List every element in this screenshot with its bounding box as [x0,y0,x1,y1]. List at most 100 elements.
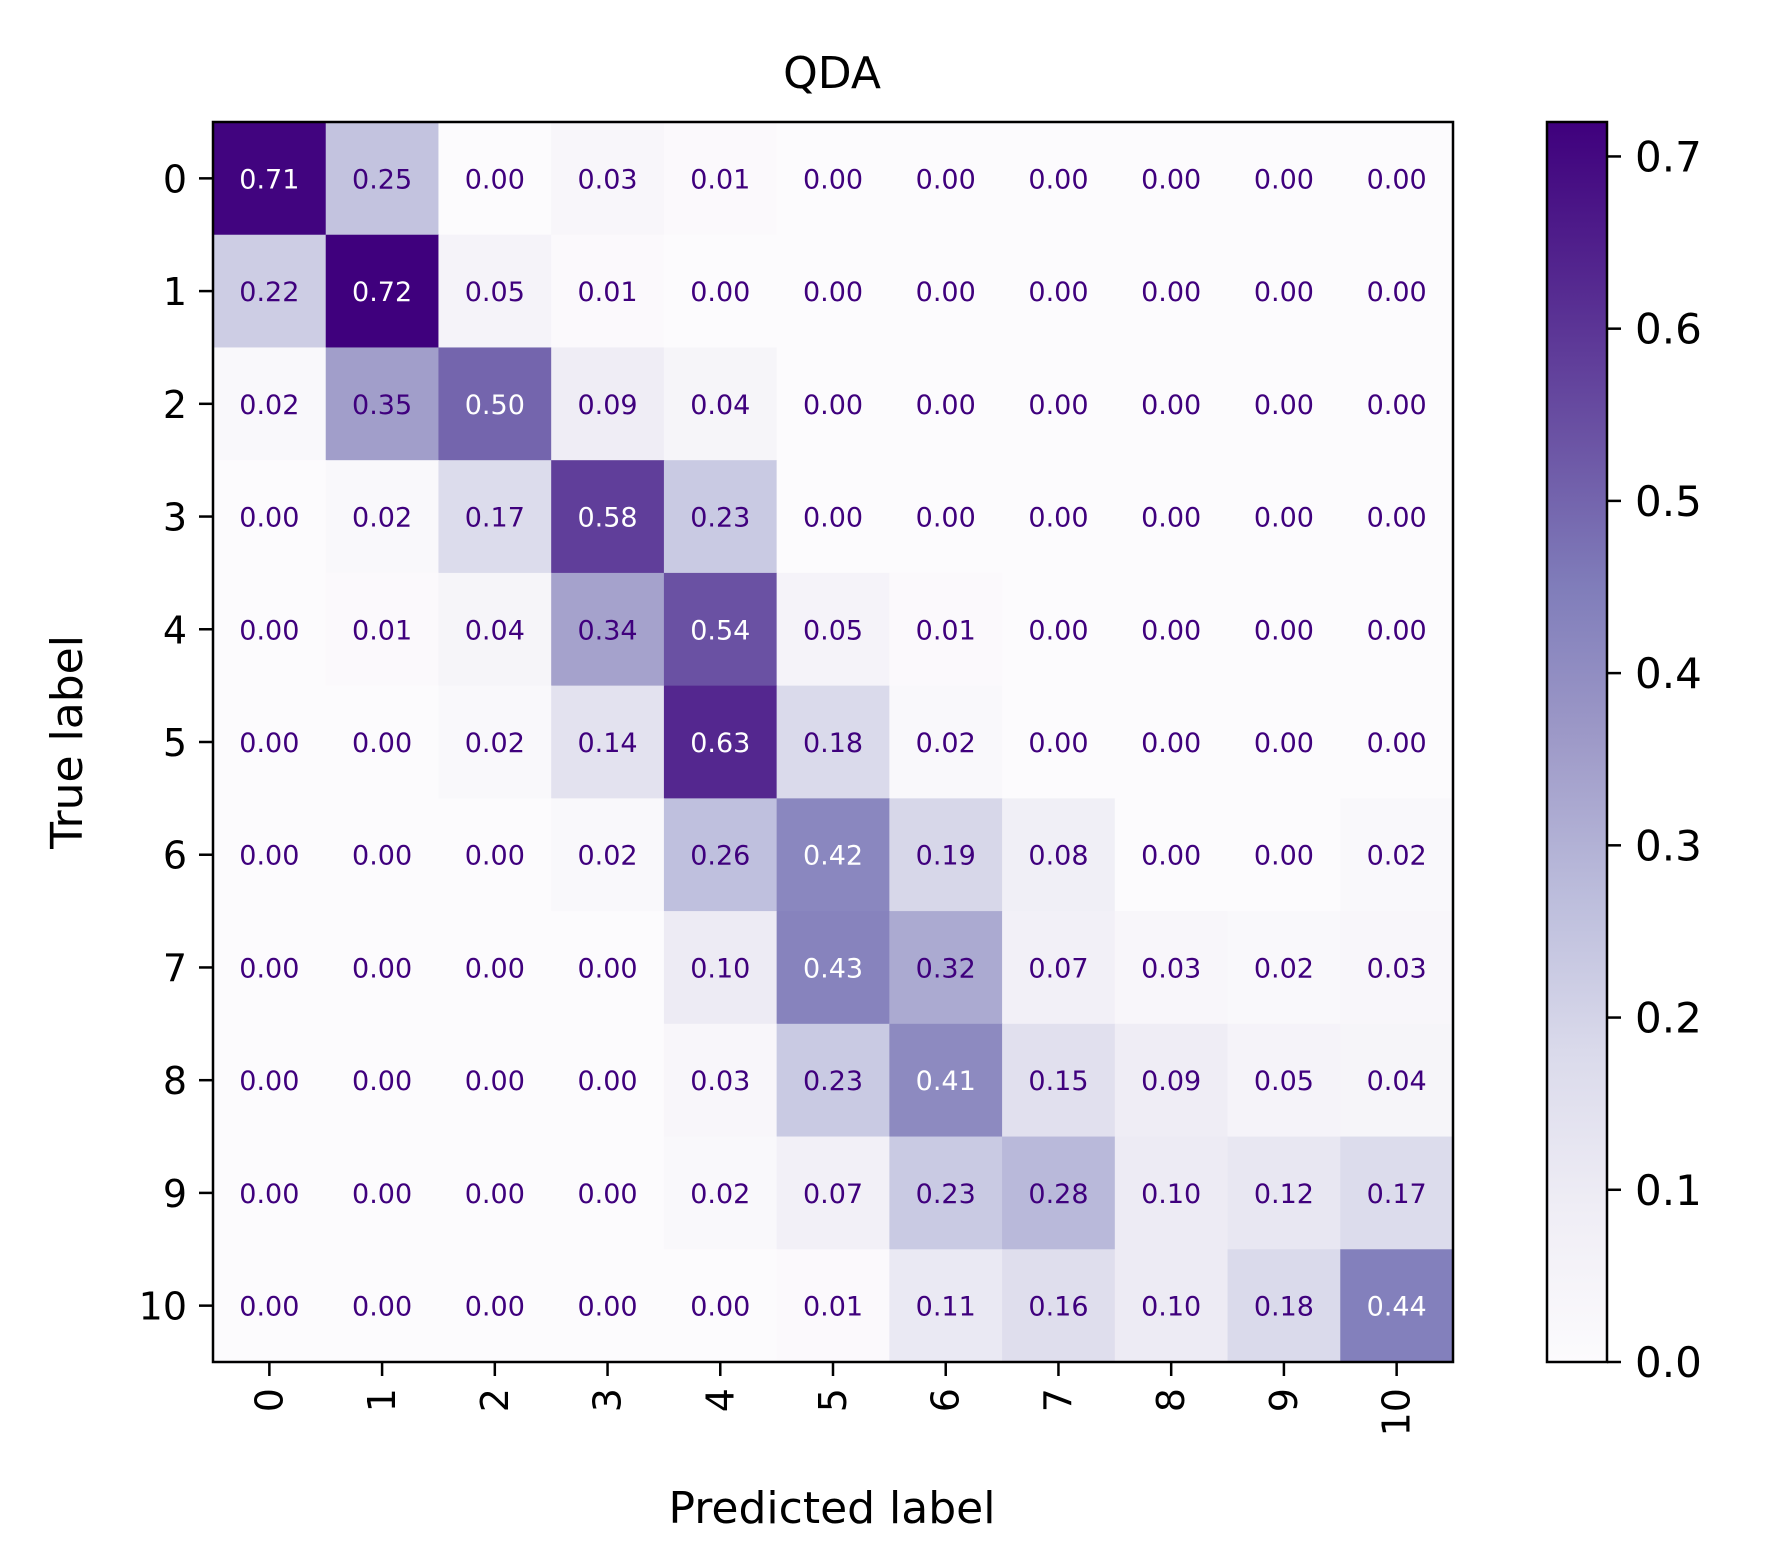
colorbar-tick-label: 0.0 [1635,1338,1702,1387]
cell-value-label: 0.00 [352,728,412,759]
cell-value-label: 0.03 [690,1066,750,1097]
cell-value-label: 0.00 [803,277,863,308]
heatmap-cell [889,1023,1003,1138]
heatmap-cell [663,572,778,687]
cell-value-label: 0.00 [465,1179,525,1210]
heatmap-cell [1227,1023,1341,1138]
x-tick-label: 9 [1262,1388,1306,1412]
y-tick-label: 1 [163,270,187,314]
cell-value-label: 0.00 [1028,277,1088,308]
cell-value-label: 0.00 [803,164,863,195]
cell-value-label: 0.00 [916,164,976,195]
heatmap-cell [551,347,665,461]
cell-value-label: 0.26 [690,841,750,872]
heatmap-cell [325,1023,440,1138]
heatmap-cell [213,1249,327,1363]
heatmap-cell [1227,347,1341,461]
cell-value-label: 0.04 [465,615,525,646]
heatmap-cell [1114,798,1229,912]
heatmap-cell [663,347,778,461]
heatmap-cell [438,572,552,687]
cell-value-label: 0.00 [352,1292,412,1323]
x-tick-label: 10 [1375,1388,1419,1436]
heatmap-cell [551,234,665,349]
heatmap-cell [1002,798,1116,912]
cell-value-label: 0.03 [1141,953,1201,984]
heatmap-cell [776,234,890,349]
heatmap-cell [325,685,440,799]
heatmap-cell [776,1136,890,1250]
cell-value-label: 0.00 [1367,390,1427,421]
heatmap-cell [325,122,440,236]
cell-value-label: 0.00 [1141,277,1201,308]
heatmap-cell [889,798,1003,912]
heatmap-cell [663,1136,778,1250]
x-axis-ticks: 0 1 2 3 4 5 6 7 8 9 10 [247,1362,1419,1436]
heatmap-cell [438,1136,552,1250]
heatmap-cell [551,572,665,687]
heatmap-cell [1340,572,1454,687]
heatmap-cell [213,1136,327,1250]
cell-value-label: 0.12 [1254,1179,1314,1210]
heatmap-cell [325,347,440,461]
heatmap-cell [325,234,440,349]
heatmap-cell [325,911,440,1025]
cell-value-label: 0.01 [690,164,750,195]
heatmap-cell [1002,1023,1116,1138]
heatmap-cell [213,122,327,236]
heatmap-cell [776,460,890,574]
heatmap-cell [213,572,327,687]
heatmap-cell [776,572,890,687]
cell-value-label: 0.09 [1141,1066,1201,1097]
y-tick-label: 7 [163,946,187,990]
cell-value-label: 0.18 [803,728,863,759]
heatmap-cell [438,460,552,574]
cell-value-label: 0.00 [1141,164,1201,195]
cell-value-label: 0.72 [352,277,412,308]
y-tick-label: 3 [163,496,187,540]
cell-value-label: 0.00 [803,390,863,421]
heatmap-cell [1227,685,1341,799]
x-tick-label: 8 [1149,1388,1193,1412]
cell-value-label: 0.00 [239,1066,299,1097]
x-axis-label: Predicted label [669,1483,996,1534]
heatmap-cell [889,572,1003,687]
cell-value-label: 0.02 [690,1179,750,1210]
heatmap-cell [889,1136,1003,1250]
cell-value-label: 0.16 [1028,1292,1088,1323]
cell-value-label: 0.15 [1028,1066,1088,1097]
cell-value-label: 0.02 [1367,841,1427,872]
heatmap-cell [1002,234,1116,349]
cell-value-label: 0.54 [690,615,750,646]
heatmap-cell [438,122,552,236]
cell-value-label: 0.00 [916,503,976,534]
heatmap-cell [1340,911,1454,1025]
cell-value-label: 0.50 [465,390,525,421]
cell-value-label: 0.00 [1028,615,1088,646]
cell-value-label: 0.02 [577,841,637,872]
cell-value-label: 0.00 [1367,728,1427,759]
heatmap-cell [1340,460,1454,574]
heatmap-cell [1002,460,1116,574]
y-axis-label: True label [42,635,93,850]
cell-value-label: 0.00 [1028,390,1088,421]
cell-value-label: 0.14 [577,728,637,759]
heatmap-cell [1002,685,1116,799]
heatmap-cell [325,1136,440,1250]
heatmap-cell [663,911,778,1025]
y-tick-label: 9 [163,1172,187,1216]
cell-value-label: 0.10 [690,953,750,984]
cell-value-label: 0.00 [690,1292,750,1323]
heatmap-cell [213,685,327,799]
cell-value-label: 0.03 [1367,953,1427,984]
cell-value-label: 0.00 [916,390,976,421]
cell-value-label: 0.01 [803,1292,863,1323]
heatmap-cell [889,911,1003,1025]
cell-value-label: 0.04 [690,390,750,421]
cell-value-label: 0.00 [690,277,750,308]
cell-value-label: 0.35 [352,390,412,421]
heatmap-cell [889,685,1003,799]
cell-value-label: 0.00 [239,503,299,534]
chart-title: QDA [783,48,881,99]
